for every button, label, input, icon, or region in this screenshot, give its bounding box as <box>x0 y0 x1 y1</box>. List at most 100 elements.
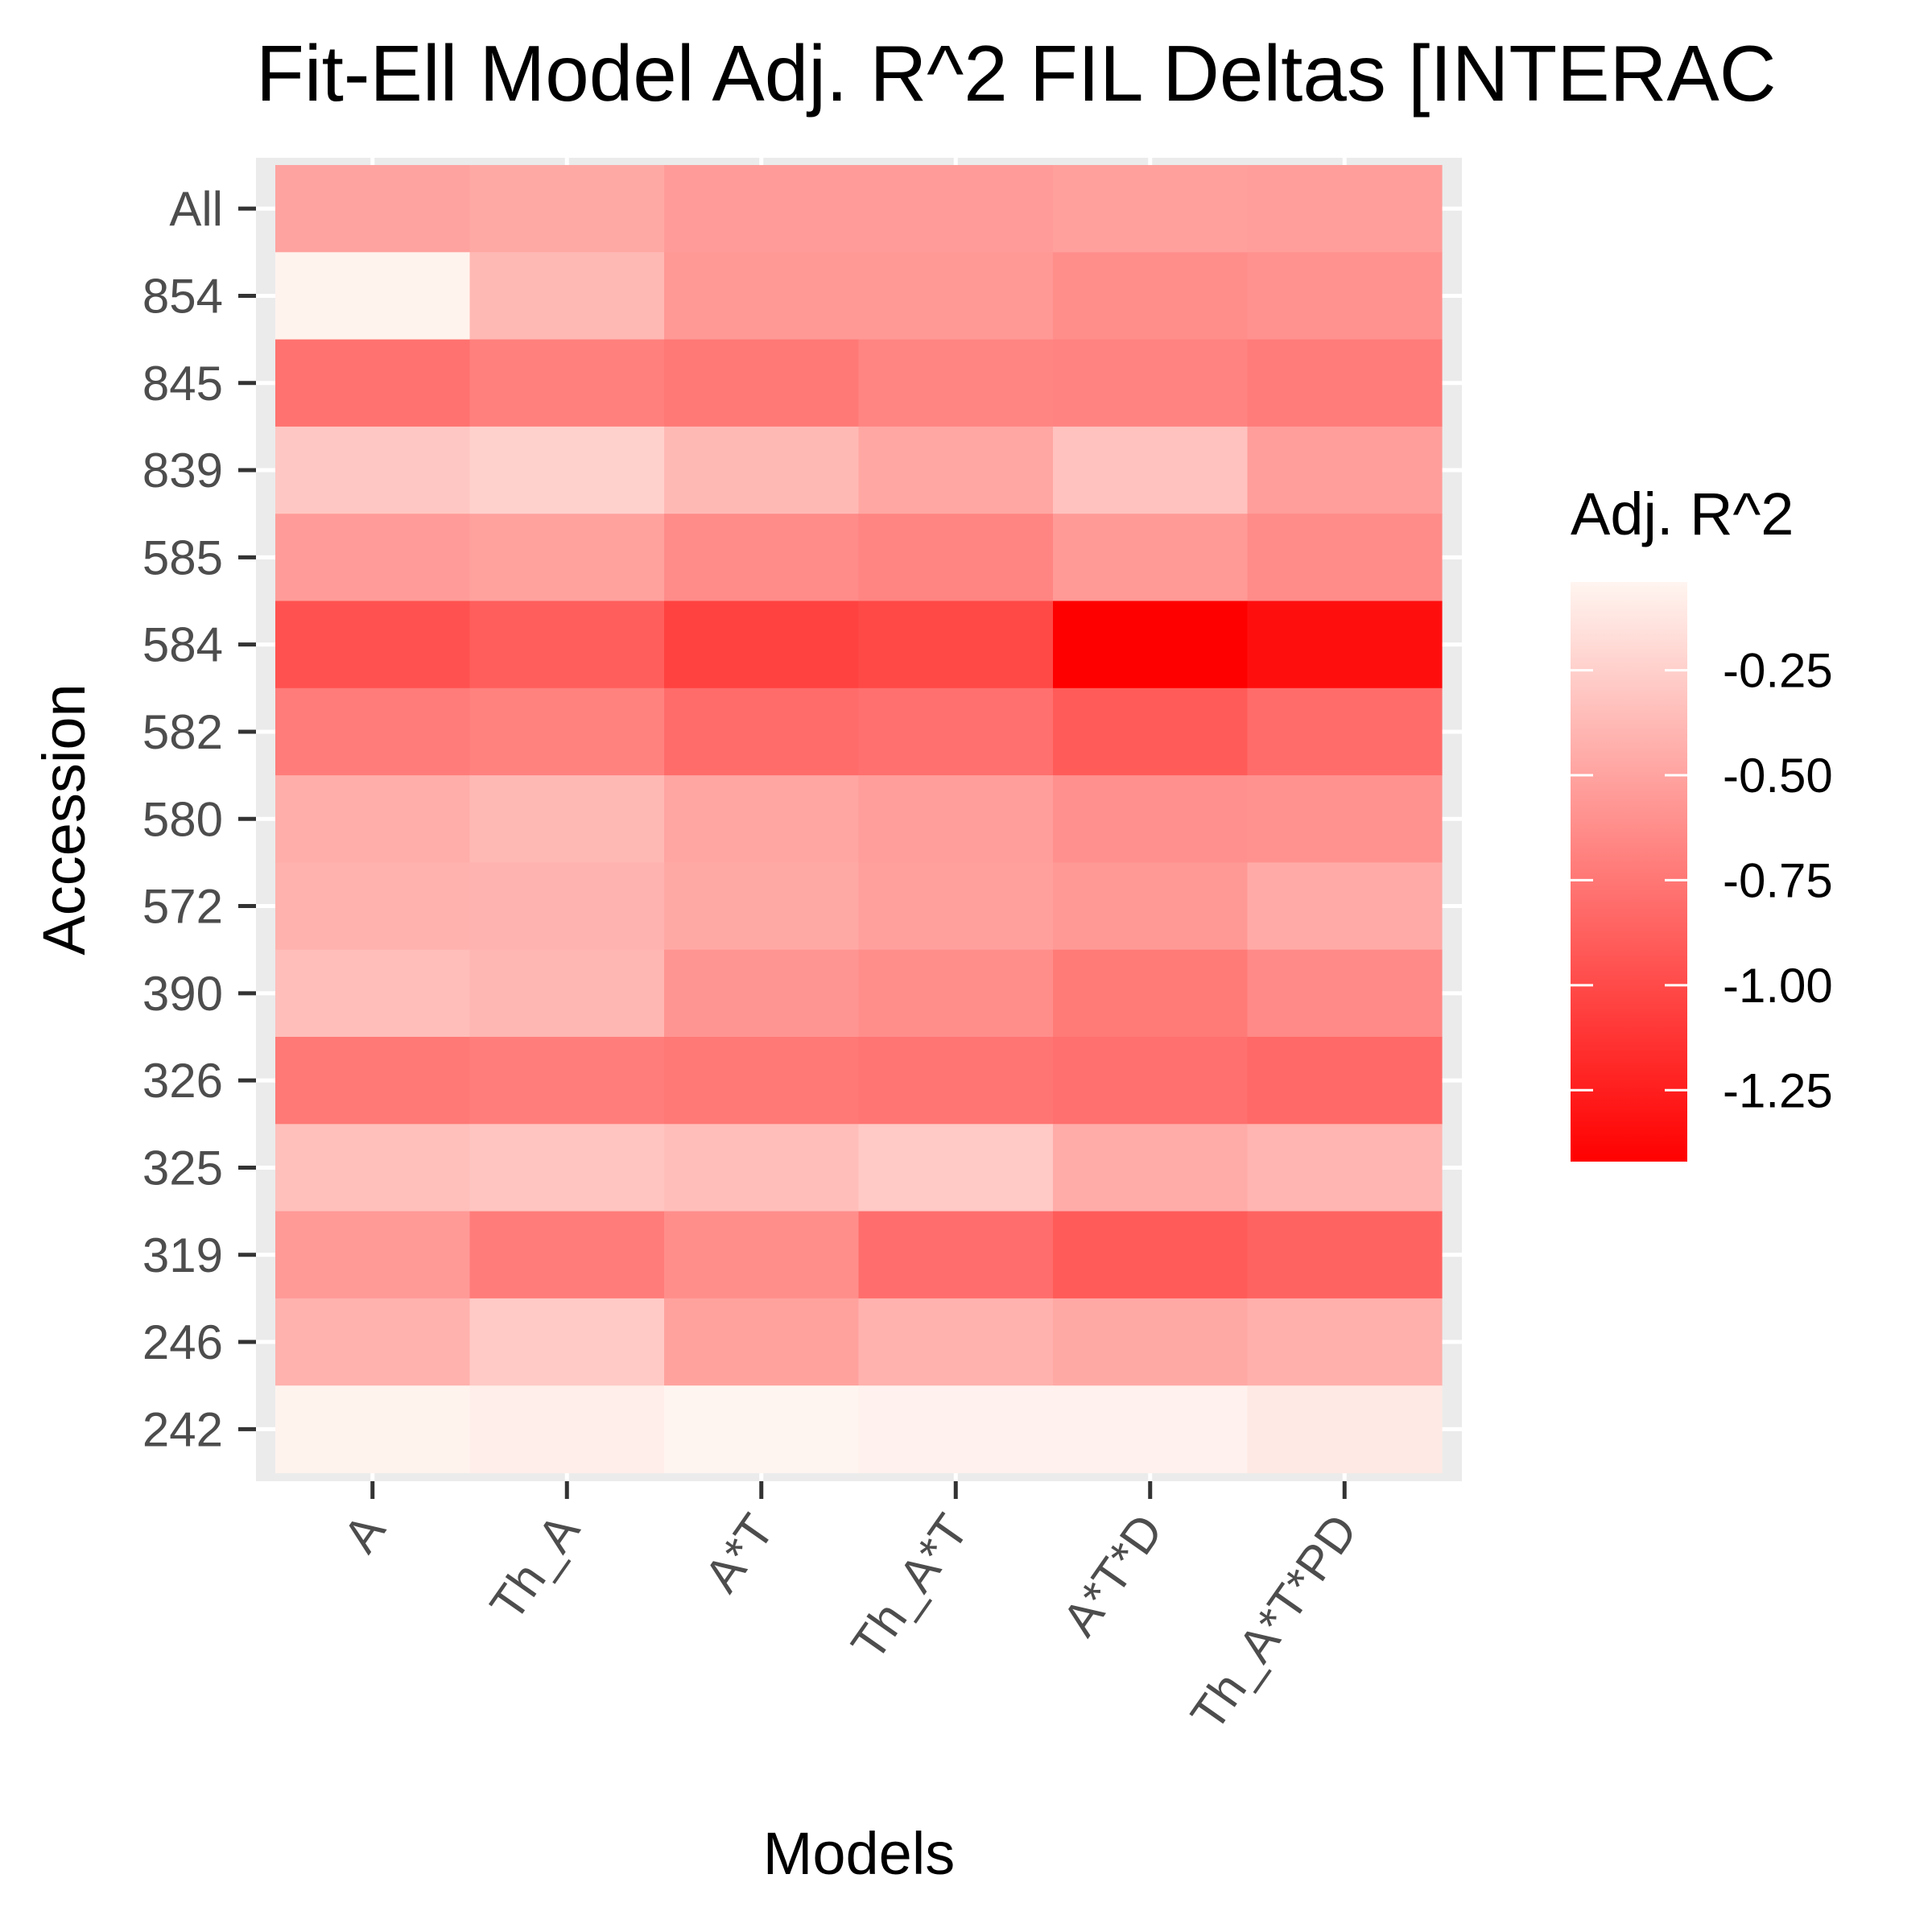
heatmap-cell <box>858 1211 1054 1299</box>
heatmap-cell <box>858 601 1054 689</box>
heatmap-cell <box>1247 165 1443 253</box>
heatmap-cell <box>664 1211 860 1299</box>
heatmap-cell <box>469 1037 665 1125</box>
x-tick-label: Th_A*T <box>840 1505 979 1670</box>
heatmap-cell <box>275 862 471 951</box>
heatmap-cell <box>1247 1124 1443 1212</box>
heatmap-cell <box>469 1211 665 1299</box>
heatmap-cell <box>858 426 1054 514</box>
heatmap-cell <box>1247 862 1443 951</box>
heatmap-cell <box>664 1124 860 1212</box>
heatmap-cell <box>275 426 471 514</box>
heatmap-cell <box>1053 1124 1249 1212</box>
heatmap-cell <box>469 601 665 689</box>
heatmap-cell <box>858 1298 1054 1386</box>
heatmap-cell <box>469 1124 665 1212</box>
heatmap-cell <box>858 514 1054 602</box>
heatmap-cell <box>664 1298 860 1386</box>
heatmap-cell <box>1247 339 1443 427</box>
heatmap-cell <box>858 165 1054 253</box>
heatmap-cell <box>1053 339 1249 427</box>
heatmap-cell <box>275 1037 471 1125</box>
heatmap-cell <box>664 862 860 951</box>
legend-tick-label: -1.25 <box>1723 1063 1833 1117</box>
heatmap-cell <box>469 1385 665 1474</box>
heatmap-cell <box>469 687 665 776</box>
heatmap-cell <box>858 687 1054 776</box>
legend-colorbar <box>1571 582 1687 1162</box>
x-tick-label: A <box>333 1505 396 1562</box>
heatmap-cell <box>1247 601 1443 689</box>
heatmap-cell <box>469 514 665 602</box>
heatmap-cell <box>469 949 665 1038</box>
x-tick-label: A*T <box>694 1505 784 1601</box>
y-tick-label: 580 <box>142 792 223 846</box>
heatmap-cell <box>664 1385 860 1474</box>
x-axis: A Th_A A*T Th_A*T A*T*D Th_A*T*PD <box>333 1481 1368 1740</box>
heatmap-cell <box>858 252 1054 341</box>
heatmap-cell <box>664 514 860 602</box>
y-tick-label: 582 <box>142 705 223 759</box>
heatmap-cell <box>469 426 665 514</box>
heatmap-cell <box>858 339 1054 427</box>
x-tick-label: A*T*D <box>1052 1505 1174 1645</box>
heatmap-cell <box>1247 1385 1443 1474</box>
heatmap-cell <box>1247 775 1443 863</box>
heatmap-cell <box>275 165 471 253</box>
heatmap-cell <box>1247 949 1443 1038</box>
heatmap-cell <box>469 252 665 341</box>
heatmap-cell <box>469 862 665 951</box>
y-tick-label: 325 <box>142 1141 223 1195</box>
heatmap-cell <box>275 252 471 341</box>
color-legend: Adj. R^2 -0.25 -0.50 -0.75 -1.00 -1.25 <box>1571 481 1833 1162</box>
heatmap-cell <box>275 775 471 863</box>
heatmap-cell <box>1247 1298 1443 1386</box>
y-tick-label: 585 <box>142 530 223 584</box>
y-tick-label: 246 <box>142 1315 223 1369</box>
heatmap-cell <box>858 1037 1054 1125</box>
heatmap-cell <box>664 426 860 514</box>
heatmap-cell <box>664 601 860 689</box>
heatmap-cell <box>1053 426 1249 514</box>
heatmap-cell <box>858 775 1054 863</box>
x-tick-label: Th_A <box>480 1505 590 1630</box>
heatmap-cell <box>664 165 860 253</box>
y-tick-label: 845 <box>142 357 223 411</box>
legend-ticks: -0.25 -0.50 -0.75 -1.00 -1.25 <box>1571 644 1833 1117</box>
y-tick-label: All <box>169 182 223 236</box>
heatmap-cell <box>1053 252 1249 341</box>
heatmap-cell <box>1053 1298 1249 1386</box>
legend-tick-label: -0.50 <box>1723 749 1833 803</box>
y-tick-label: 839 <box>142 444 223 497</box>
legend-tick-label: -1.00 <box>1723 959 1833 1013</box>
legend-tick-label: -0.75 <box>1723 853 1833 907</box>
heatmap-cell <box>858 949 1054 1038</box>
heatmap-cell <box>1053 687 1249 776</box>
heatmap-cell <box>275 687 471 776</box>
heatmap-cell <box>1053 1211 1249 1299</box>
heatmap-cell <box>275 1211 471 1299</box>
y-tick-label: 319 <box>142 1228 223 1282</box>
heatmap-cell <box>1247 687 1443 776</box>
heatmap-cell <box>469 165 665 253</box>
heatmap-cell <box>1053 862 1249 951</box>
heatmap-cell <box>275 1385 471 1474</box>
y-tick-label: 572 <box>142 880 223 934</box>
chart-title: Fit-Ell Model Adj. R^2 FIL Deltas [INTER… <box>256 29 1777 118</box>
heatmap-cell <box>664 1037 860 1125</box>
heatmap-cell <box>664 339 860 427</box>
y-tick-label: 326 <box>142 1054 223 1108</box>
x-axis-title: Models <box>763 1820 956 1887</box>
y-tick-label: 584 <box>142 618 223 672</box>
heatmap-cell <box>469 1298 665 1386</box>
heatmap-cell <box>664 949 860 1038</box>
heatmap-cell <box>664 775 860 863</box>
heatmap-cell <box>664 252 860 341</box>
y-axis-title: Accession <box>31 683 97 955</box>
x-tick-label: Th_A*T*PD <box>1180 1505 1368 1740</box>
heatmap-cell <box>1053 1037 1249 1125</box>
y-tick-label: 390 <box>142 967 223 1021</box>
heatmap-cell <box>275 1124 471 1212</box>
heatmap-cell <box>275 601 471 689</box>
